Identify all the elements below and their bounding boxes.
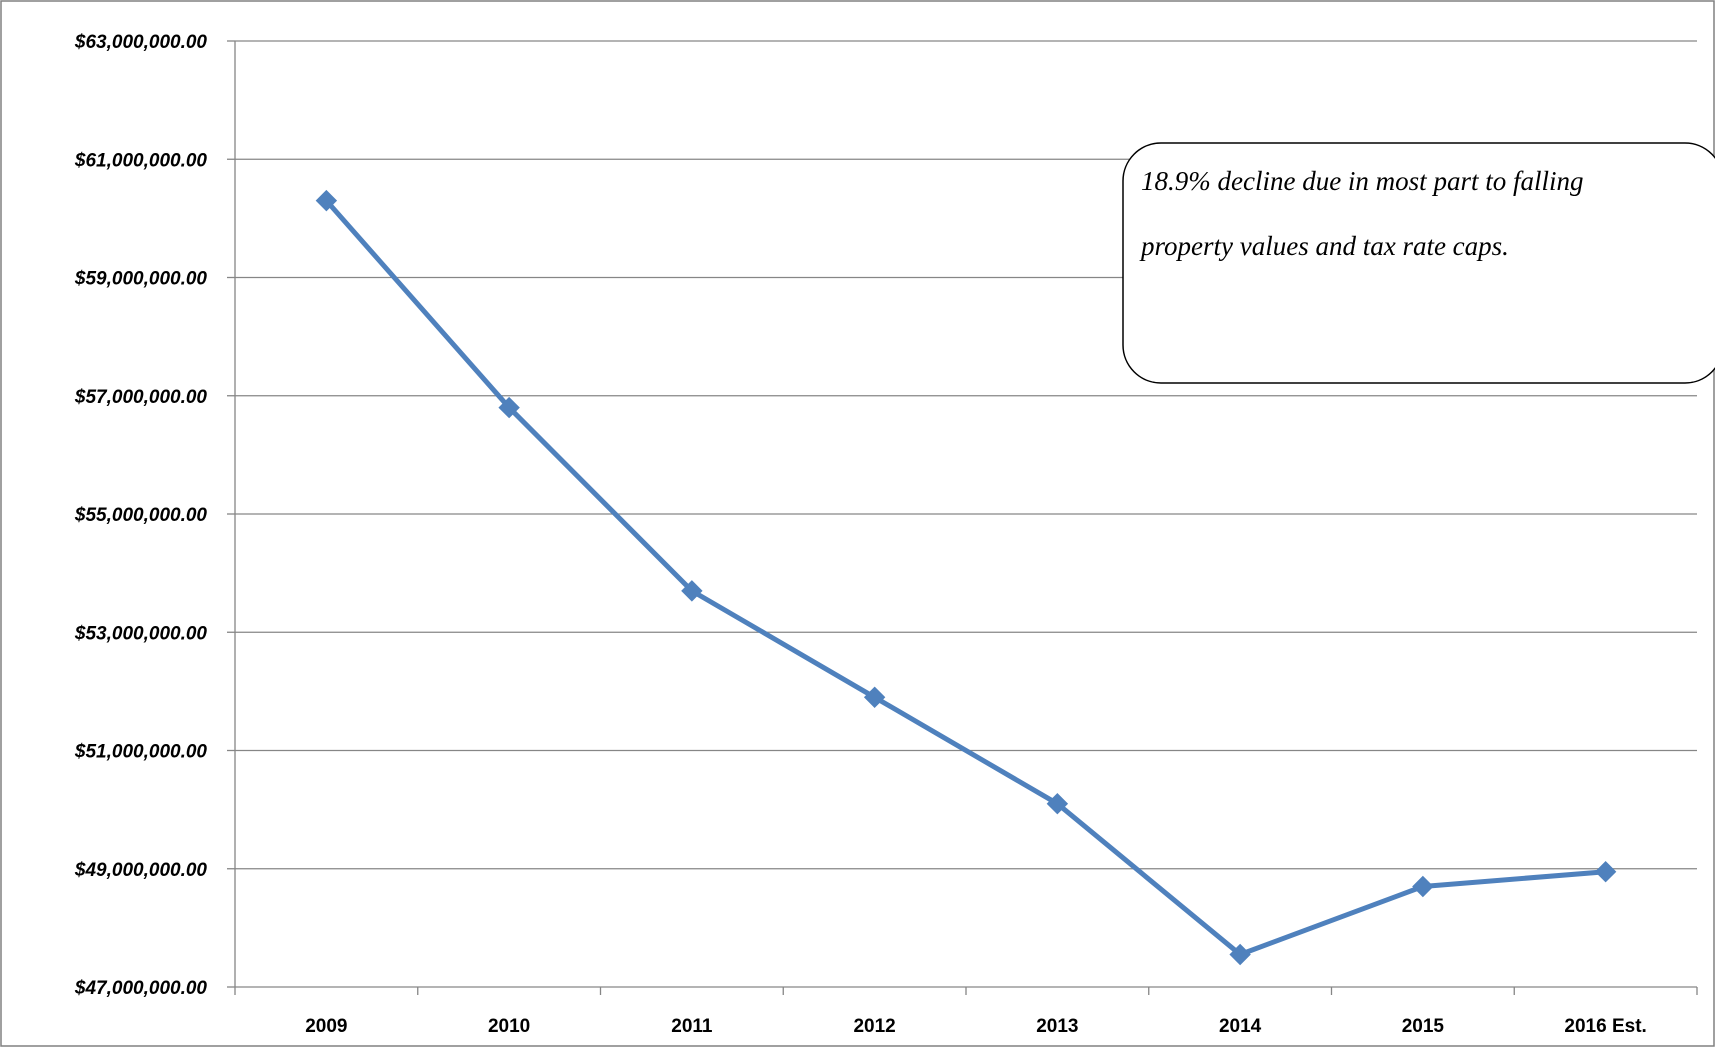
y-tick-label: $61,000,000.00 xyxy=(74,150,208,171)
x-tick-label: 2015 xyxy=(1402,1016,1445,1037)
x-tick-label: 2014 xyxy=(1219,1016,1262,1037)
data-point-marker xyxy=(1046,793,1069,815)
y-tick-label: $53,000,000.00 xyxy=(74,623,208,644)
data-point-marker xyxy=(1594,860,1617,883)
axes xyxy=(227,40,1698,995)
data-point-marker xyxy=(1412,875,1434,898)
x-tick-label: 2016 Est. xyxy=(1564,1016,1646,1037)
y-tick-label: $51,000,000.00 xyxy=(74,742,208,763)
x-tick-label: 2009 xyxy=(305,1016,347,1037)
y-tick-label: $55,000,000.00 xyxy=(74,505,208,526)
y-tick-labels: $63,000,000.00 $61,000,000.00 $59,000,000.… xyxy=(74,32,208,999)
x-tick-label: 2012 xyxy=(853,1016,895,1037)
series-line-path xyxy=(323,198,1609,957)
x-tick-label: 2011 xyxy=(671,1016,713,1037)
annotation-box xyxy=(1122,142,1715,384)
x-tick-label: 2010 xyxy=(488,1016,530,1037)
data-point-marker xyxy=(498,396,520,419)
x-tick-labels: 2009 2010 2011 2012 2013 2014 2015 2016 Est. xyxy=(305,1016,1647,1037)
y-tick-label: $63,000,000.00 xyxy=(74,32,208,53)
y-tick-label: $49,000,000.00 xyxy=(74,860,208,881)
x-tick-label: 2013 xyxy=(1036,1016,1078,1037)
y-tick-label: $59,000,000.00 xyxy=(74,269,208,290)
annotation-line-2: property values and tax rate caps. xyxy=(1139,231,1509,261)
data-point-marker xyxy=(1229,943,1251,966)
annotation-callout: 18.9% decline due in most part to fallin… xyxy=(1122,142,1715,384)
data-point-marker xyxy=(315,189,338,212)
data-point-marker xyxy=(863,686,886,708)
y-tick-label: $47,000,000.00 xyxy=(74,978,208,999)
series-line xyxy=(323,198,1609,957)
series-markers xyxy=(315,189,1617,966)
y-tick-label: $57,000,000.00 xyxy=(74,387,208,408)
data-point-marker xyxy=(681,580,703,602)
annotation-line-1: 18.9% decline due in most part to fallin… xyxy=(1141,166,1583,196)
